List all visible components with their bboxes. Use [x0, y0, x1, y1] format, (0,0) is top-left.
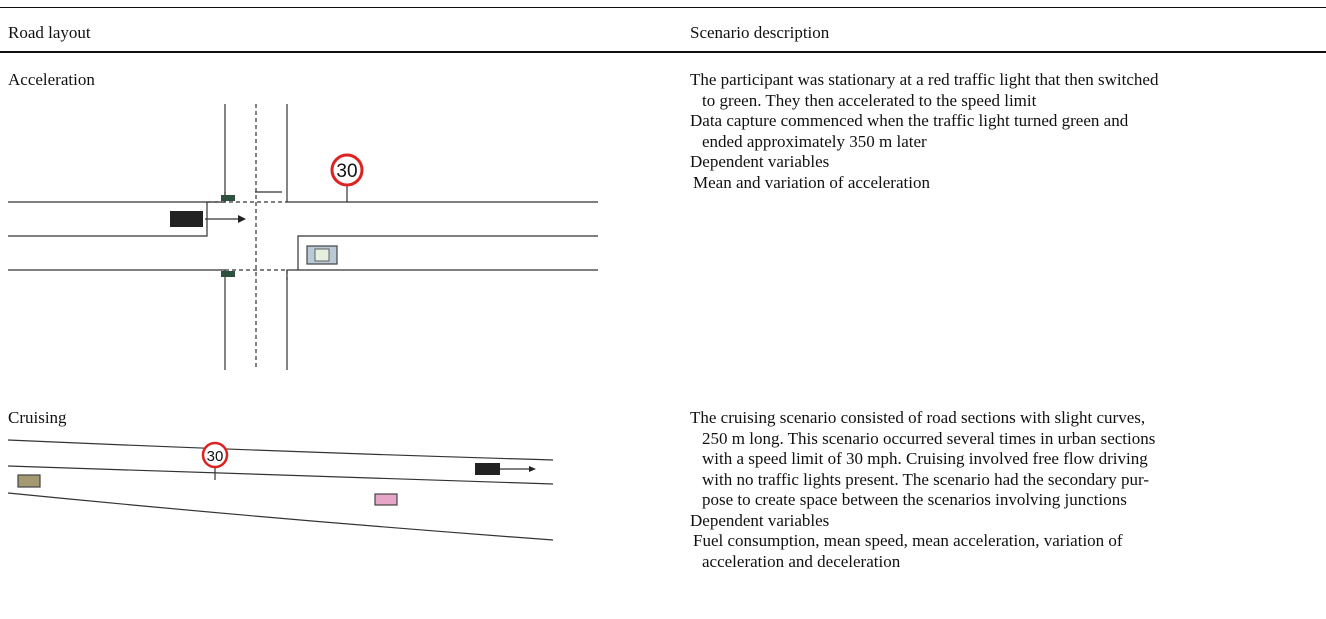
car-roof — [315, 249, 329, 261]
acceleration-diagram: 30 — [8, 104, 598, 370]
car — [475, 463, 500, 475]
road-edges — [8, 104, 598, 370]
traffic-light — [221, 195, 235, 201]
car — [170, 211, 203, 227]
traffic-light — [221, 271, 235, 277]
dashed-lines — [207, 104, 287, 370]
arrowhead — [238, 215, 246, 223]
table-page: Road layout Scenario description Acceler… — [0, 0, 1326, 619]
sign-text: 30 — [336, 161, 357, 182]
lane-divider — [8, 466, 553, 484]
car — [375, 494, 397, 505]
car — [18, 475, 40, 487]
road-edge — [8, 493, 553, 540]
cruising-diagram: 30 — [8, 440, 553, 540]
road-edge — [8, 440, 553, 460]
road-diagrams: 30 30 — [0, 0, 1326, 619]
lane-divider — [8, 202, 598, 270]
sign-text: 30 — [207, 448, 224, 465]
arrowhead — [529, 466, 536, 472]
